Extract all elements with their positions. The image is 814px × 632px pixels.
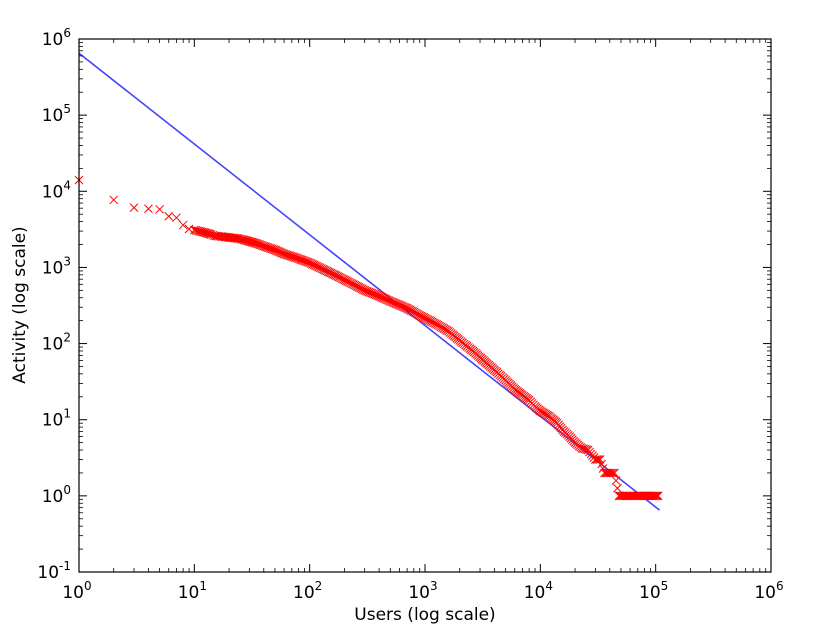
data-point-marker [380, 294, 390, 304]
y-tick-label: 102 [42, 331, 71, 355]
data-point-marker [401, 303, 411, 313]
data-point-marker [314, 262, 323, 272]
data-point-marker [363, 287, 372, 296]
data-point-marker [129, 203, 139, 212]
data-point-marker [652, 491, 662, 501]
data-point-marker [336, 273, 345, 283]
x-tick-label: 102 [293, 579, 322, 603]
data-point-marker [308, 259, 317, 269]
data-point-marker [378, 293, 388, 303]
data-point-marker [178, 220, 188, 230]
data-point-marker [205, 229, 215, 239]
data-point-marker [155, 204, 164, 214]
data-point-marker [371, 290, 381, 300]
data-point-marker [608, 468, 618, 478]
scatter-marker-layer [74, 175, 663, 501]
data-point-marker [604, 468, 613, 478]
data-point-marker [315, 263, 325, 273]
data-point-marker [368, 289, 378, 299]
y-tick-label: 10-1 [37, 559, 71, 583]
data-point-marker [651, 491, 661, 501]
data-point-marker [399, 302, 409, 312]
data-point-marker [164, 211, 174, 221]
data-point-marker [306, 259, 316, 268]
data-point-marker [361, 286, 371, 296]
y-tick-label: 104 [42, 178, 71, 202]
y-tick-label: 105 [42, 102, 71, 126]
data-point-marker [370, 290, 380, 299]
data-point-marker [649, 491, 659, 501]
data-point-marker [309, 260, 319, 270]
data-point-marker [337, 274, 347, 283]
y-tick-label: 101 [42, 407, 71, 431]
data-point-marker [360, 285, 370, 295]
data-point-marker [109, 195, 119, 205]
data-point-marker [333, 272, 343, 281]
data-point-marker [340, 275, 350, 285]
tick-layer: 100 101 102 103 104 105 10610-1100101102103104… [37, 26, 783, 603]
y-tick-label: 103 [42, 254, 71, 278]
data-point-marker [611, 476, 621, 485]
data-point-marker [374, 291, 384, 301]
data-point-marker [311, 261, 320, 270]
x-tick-label: 100 [62, 579, 91, 603]
data-point-marker [312, 261, 322, 271]
y-axis-label: Activity (log scale) [10, 226, 30, 383]
x-tick-label: 105 [639, 579, 668, 603]
fit-line [78, 52, 661, 511]
data-point-marker [580, 444, 590, 454]
data-point-marker [373, 291, 383, 300]
data-point-marker [339, 274, 348, 284]
y-tick-label: 100 [42, 483, 71, 507]
x-axis-label: Users (log scale) [354, 605, 495, 625]
data-point-marker [610, 468, 619, 478]
data-point-marker [364, 287, 374, 297]
data-point-marker [653, 491, 663, 501]
data-point-marker [607, 468, 616, 478]
data-point-marker [334, 272, 344, 282]
data-point-marker [331, 271, 341, 280]
data-point-marker [343, 277, 353, 286]
data-point-marker [383, 295, 392, 305]
x-tick-label: 101 [178, 579, 207, 603]
data-point-marker [376, 292, 385, 302]
data-point-marker [302, 257, 312, 267]
data-point-marker [613, 483, 622, 493]
x-tick-label: 106 [754, 579, 783, 603]
data-point-marker [594, 455, 603, 464]
data-point-marker [377, 293, 387, 302]
data-point-marker [381, 294, 391, 304]
data-point-marker [172, 213, 181, 223]
data-point-marker [184, 224, 194, 234]
y-tick-label: 106 [42, 26, 71, 50]
data-point-marker [366, 288, 375, 298]
x-tick-label: 103 [408, 579, 437, 603]
fit-line-layer [78, 52, 661, 511]
data-point-marker [305, 258, 315, 268]
data-point-marker [144, 204, 153, 214]
data-point-marker [367, 288, 377, 298]
data-point-marker [303, 257, 313, 267]
x-tick-label: 104 [524, 579, 553, 603]
data-point-marker [341, 276, 351, 286]
data-point-marker [316, 264, 326, 273]
